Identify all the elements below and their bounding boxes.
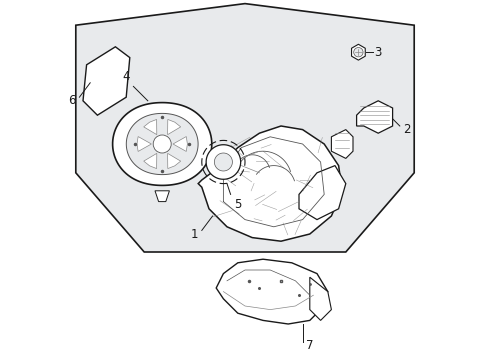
Polygon shape bbox=[173, 136, 187, 152]
Text: 1: 1 bbox=[191, 228, 198, 240]
Polygon shape bbox=[215, 153, 232, 171]
Polygon shape bbox=[310, 277, 331, 320]
Polygon shape bbox=[144, 120, 157, 135]
Text: 6: 6 bbox=[68, 94, 76, 107]
Text: 5: 5 bbox=[234, 198, 242, 211]
Polygon shape bbox=[144, 153, 157, 168]
Polygon shape bbox=[113, 103, 212, 185]
Text: 2: 2 bbox=[403, 123, 411, 136]
Polygon shape bbox=[357, 101, 392, 133]
Circle shape bbox=[153, 135, 171, 153]
Text: 7: 7 bbox=[306, 339, 314, 352]
Polygon shape bbox=[351, 44, 365, 60]
Polygon shape bbox=[168, 153, 181, 168]
Circle shape bbox=[354, 48, 363, 57]
Text: 4: 4 bbox=[122, 70, 130, 83]
Polygon shape bbox=[206, 145, 241, 179]
Polygon shape bbox=[331, 130, 353, 158]
Polygon shape bbox=[76, 4, 414, 252]
Polygon shape bbox=[299, 166, 346, 220]
Polygon shape bbox=[137, 136, 151, 152]
Polygon shape bbox=[168, 120, 181, 135]
Polygon shape bbox=[198, 126, 342, 241]
Text: 3: 3 bbox=[374, 46, 382, 59]
Polygon shape bbox=[126, 113, 198, 175]
Polygon shape bbox=[155, 191, 170, 202]
Polygon shape bbox=[83, 47, 130, 115]
Polygon shape bbox=[216, 259, 328, 324]
